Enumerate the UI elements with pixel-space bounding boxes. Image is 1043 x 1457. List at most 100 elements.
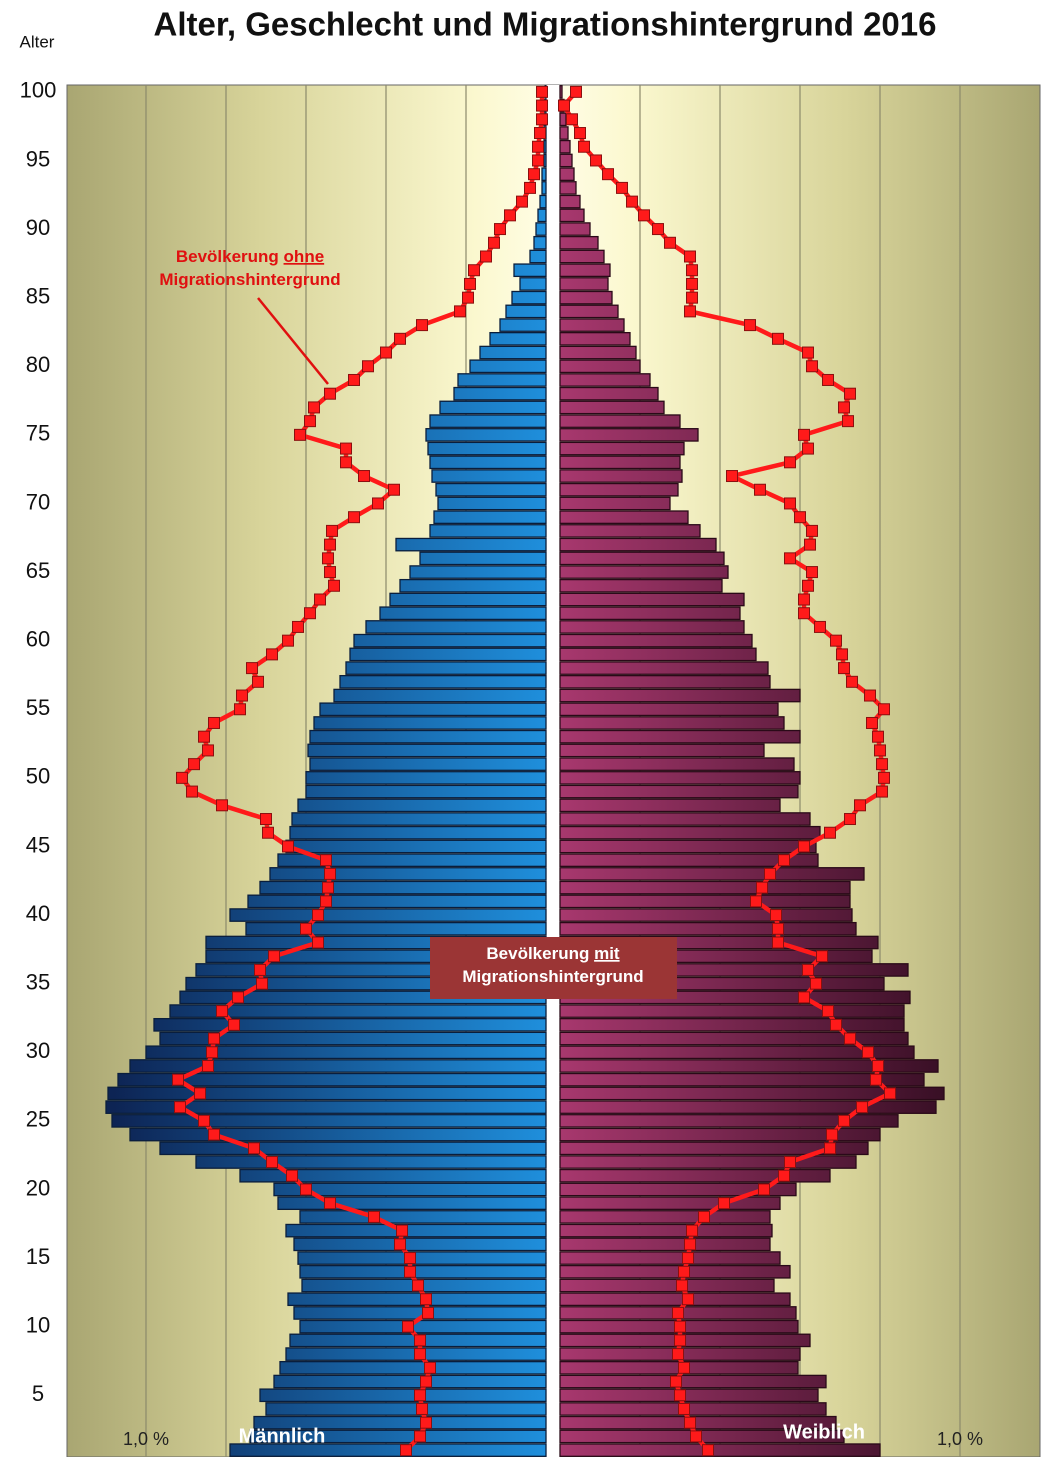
bar (559, 455, 681, 470)
marker (824, 826, 836, 839)
bar (559, 414, 681, 428)
marker (294, 428, 306, 441)
bar (559, 908, 853, 922)
marker (304, 415, 316, 428)
y-tick-label: 5 (32, 1381, 44, 1406)
bar (559, 880, 851, 895)
bar (513, 263, 547, 278)
marker (328, 579, 340, 592)
bar (469, 359, 547, 374)
bar (529, 249, 547, 264)
y-tick-label: 75 (26, 421, 50, 446)
marker (874, 744, 886, 757)
marker (198, 730, 210, 743)
marker (464, 277, 476, 290)
marker (810, 977, 822, 990)
bar (299, 1264, 547, 1279)
bar (559, 318, 625, 332)
bar (129, 1059, 547, 1073)
bar (339, 674, 547, 689)
marker (528, 168, 540, 181)
bar (389, 592, 547, 607)
bar (559, 620, 745, 634)
bar (559, 867, 865, 881)
bar (559, 565, 729, 579)
marker (388, 483, 400, 496)
marker (698, 1210, 710, 1223)
marker (872, 730, 884, 743)
bar (559, 1031, 909, 1046)
bar (429, 414, 547, 428)
marker (322, 881, 334, 894)
marker (300, 1183, 312, 1196)
marker (750, 895, 762, 908)
y-tick-label: 10 (26, 1312, 50, 1337)
bar (559, 181, 577, 195)
y-tick-label: 60 (26, 626, 50, 651)
marker (202, 1059, 214, 1072)
marker (348, 373, 360, 386)
bar (559, 126, 569, 140)
marker (754, 483, 766, 496)
marker (802, 346, 814, 359)
marker (838, 662, 850, 675)
marker (846, 675, 858, 688)
marker (822, 373, 834, 386)
marker (806, 524, 818, 537)
bar (559, 729, 801, 744)
bar (289, 825, 547, 840)
marker (282, 840, 294, 853)
marker (784, 552, 796, 565)
marker (686, 291, 698, 304)
annotation-text: Bevölkerung mit (486, 944, 620, 963)
marker (878, 703, 890, 716)
bar (285, 1223, 547, 1238)
bar (277, 853, 547, 868)
bar (559, 661, 769, 675)
marker (684, 250, 696, 263)
y-tick-label: 55 (26, 695, 50, 720)
bar (559, 1182, 797, 1197)
marker (842, 415, 854, 428)
bar (559, 1278, 775, 1293)
bar (559, 428, 699, 442)
marker (420, 1293, 432, 1306)
bar (345, 661, 547, 675)
marker (424, 1361, 436, 1374)
marker (756, 881, 768, 894)
marker (462, 291, 474, 304)
marker (176, 771, 188, 784)
bar (229, 908, 547, 922)
marker (300, 922, 312, 935)
side-label: Weiblich (783, 1421, 865, 1443)
marker (414, 1348, 426, 1361)
bar (559, 1072, 925, 1087)
marker (208, 716, 220, 729)
marker (504, 209, 516, 222)
marker (256, 977, 268, 990)
marker (678, 1361, 690, 1374)
bar (559, 1059, 939, 1073)
y-tick-label: 70 (26, 489, 50, 514)
bar (145, 1045, 547, 1060)
marker (324, 538, 336, 551)
bar (559, 839, 817, 854)
marker (824, 1142, 836, 1155)
marker (534, 127, 546, 140)
marker (822, 1005, 834, 1018)
bar (437, 496, 547, 511)
marker (872, 1059, 884, 1072)
marker (308, 401, 320, 414)
bar (559, 921, 857, 936)
marker (524, 181, 536, 194)
bar (559, 1374, 827, 1389)
bar (559, 112, 567, 127)
marker (844, 387, 856, 400)
bar (309, 757, 547, 771)
chart-title: Alter, Geschlecht und Migrationshintergr… (154, 6, 937, 43)
marker (798, 840, 810, 853)
marker (320, 854, 332, 867)
bar (291, 812, 547, 826)
bar (305, 784, 547, 799)
bar (559, 578, 723, 593)
